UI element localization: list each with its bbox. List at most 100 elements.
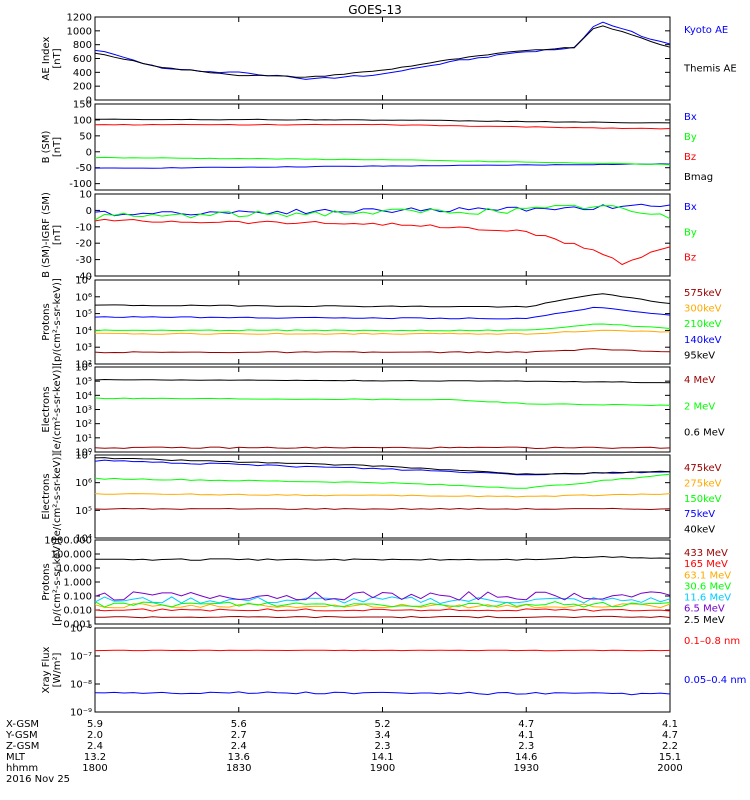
x-row-value: 1930 bbox=[514, 763, 539, 774]
y-tick-label: 0 bbox=[86, 147, 92, 158]
x-row-value: 2.3 bbox=[518, 741, 534, 752]
y-tick-label: 0.010 bbox=[63, 606, 92, 617]
x-row-value: 14.6 bbox=[515, 752, 537, 763]
x-row-value: 4.7 bbox=[518, 719, 534, 730]
y-tick-label: 1200 bbox=[67, 13, 92, 24]
series-line bbox=[94, 473, 671, 489]
y-tick-label: 10⁻⁸ bbox=[70, 680, 92, 691]
series-line bbox=[94, 156, 671, 166]
panel-8: 10⁻⁹ 10⁻⁸ 10⁻⁷ 10⁻⁶ Xray Flux [W/m²] 0.1–0.8 n… bbox=[41, 624, 746, 719]
series-line bbox=[94, 306, 671, 320]
series-line bbox=[95, 329, 671, 335]
legend-entry: 210keV bbox=[684, 319, 722, 330]
series-line bbox=[95, 615, 671, 619]
legend-entry: 75keV bbox=[684, 509, 715, 520]
y-tick-label: 10⁴ bbox=[75, 534, 92, 545]
x-row-value: 4.7 bbox=[662, 730, 678, 741]
series-line bbox=[94, 649, 671, 652]
y-tick-label: 10³ bbox=[75, 405, 92, 416]
legend-entry: 575keV bbox=[684, 288, 722, 299]
legend-entry: Kyoto AE bbox=[684, 25, 728, 36]
legend-entry: 11.6 MeV bbox=[684, 593, 731, 604]
legend-entry: 2.5 MeV bbox=[684, 615, 725, 626]
y-tick-label: 10⁻⁹ bbox=[70, 708, 92, 719]
legend-entry: 475keV bbox=[684, 463, 722, 474]
legend-entry: 433 MeV bbox=[684, 548, 728, 559]
legend-entry: 300keV bbox=[684, 304, 722, 315]
series-line bbox=[94, 608, 671, 612]
series-line bbox=[94, 25, 671, 78]
y-axis-label: [nT] bbox=[52, 137, 63, 157]
chart-title: GOES-13 bbox=[348, 3, 402, 17]
legend-entry: Themis AE bbox=[683, 64, 737, 75]
panel-frame bbox=[94, 454, 671, 539]
series-line bbox=[94, 507, 671, 511]
y-tick-label: 10⁵ bbox=[75, 506, 92, 517]
panel-frame bbox=[94, 103, 671, 191]
y-tick-label: -50 bbox=[76, 163, 92, 174]
x-row-value: 4.1 bbox=[662, 719, 678, 730]
series-line bbox=[94, 596, 671, 605]
x-axis-table: X-GSM 5.9 5.6 5.2 4.7 4.1Y-GSM 2.0 2.7 3.4 4.1 4.7… bbox=[5, 719, 683, 785]
y-tick-label: 10⁵ bbox=[75, 377, 92, 388]
y-tick-label: 100.000 bbox=[51, 550, 92, 561]
series-line bbox=[94, 601, 671, 608]
series-line bbox=[94, 397, 671, 407]
y-tick-label: 200 bbox=[73, 82, 92, 93]
series-line bbox=[94, 555, 671, 561]
y-tick-label: 10⁵ bbox=[75, 309, 92, 320]
legend-entry: 4 MeV bbox=[684, 375, 715, 386]
panel-3: -40 -30 -20 -10 0 10 B (SM)-IGRF (SM) [nT] Bx By B… bbox=[41, 190, 697, 283]
series-line bbox=[94, 603, 671, 609]
x-row-label: MLT bbox=[6, 752, 26, 763]
y-tick-label: 10.000 bbox=[57, 564, 92, 575]
y-tick-label: 0 bbox=[86, 206, 92, 217]
y-tick-label: 10⁻⁷ bbox=[70, 652, 92, 663]
panel-frame bbox=[94, 16, 671, 101]
y-tick-label: 50 bbox=[79, 131, 92, 142]
legend-entry: By bbox=[684, 227, 697, 238]
x-row-value: 5.6 bbox=[231, 719, 247, 730]
y-axis-label: [p/(cm²-s-sr-keV)] bbox=[52, 278, 63, 366]
y-axis-label: B (SM)-IGRF (SM) bbox=[41, 192, 52, 278]
legend-entry: By bbox=[684, 132, 697, 143]
x-row-value: 1900 bbox=[370, 763, 395, 774]
series-line bbox=[94, 163, 671, 169]
series-line bbox=[94, 21, 671, 80]
y-tick-label: 10⁶ bbox=[75, 292, 92, 303]
series-line bbox=[94, 378, 671, 384]
x-row-value: 2.7 bbox=[231, 730, 247, 741]
legend-entry: 6.5 MeV bbox=[684, 604, 725, 615]
series-line bbox=[95, 118, 671, 124]
y-tick-label: 10⁰ bbox=[75, 448, 92, 459]
series-line bbox=[94, 446, 671, 450]
panel-4: 10² 10³ 10⁴ 10⁵ 10⁶ 10⁷ Protons [p/(cm²-s-sr-ke… bbox=[41, 276, 722, 371]
legend-entry: 63.1 MeV bbox=[684, 570, 731, 581]
x-row-value: 5.2 bbox=[375, 719, 391, 730]
legend-entry: Bx bbox=[684, 112, 697, 123]
y-axis-label: [e/(cm²-s-sr-keV)] bbox=[52, 366, 63, 454]
y-tick-label: 10⁴ bbox=[75, 326, 92, 337]
y-tick-label: -40 bbox=[76, 272, 92, 283]
y-tick-label: 10¹ bbox=[75, 433, 92, 444]
y-axis-label: AE Index bbox=[41, 36, 52, 80]
series-line bbox=[94, 204, 671, 221]
y-tick-label: 10⁻⁶ bbox=[70, 624, 92, 635]
series-line bbox=[94, 457, 671, 475]
y-tick-label: -100 bbox=[69, 179, 92, 190]
date-label: 2016 Nov 25 bbox=[6, 774, 70, 785]
panel-frame bbox=[94, 627, 671, 713]
y-axis-label: Electrons bbox=[41, 386, 52, 432]
y-tick-label: 10⁷ bbox=[75, 451, 92, 462]
panel-1: 0 200 400 600 800 1000 1200 AE Index [nT] Kyoto A… bbox=[41, 13, 737, 107]
y-axis-label: Protons bbox=[41, 563, 52, 600]
x-row-label: hhmm bbox=[6, 763, 38, 774]
legend-entry: 0.05–0.4 nm bbox=[684, 675, 746, 686]
y-axis-label: Protons bbox=[41, 303, 52, 340]
y-tick-label: 400 bbox=[73, 68, 92, 79]
series-line bbox=[94, 218, 671, 266]
y-tick-label: 10² bbox=[75, 419, 92, 430]
x-row-value: 15.1 bbox=[659, 752, 681, 763]
y-axis-label: [nT] bbox=[52, 225, 63, 245]
